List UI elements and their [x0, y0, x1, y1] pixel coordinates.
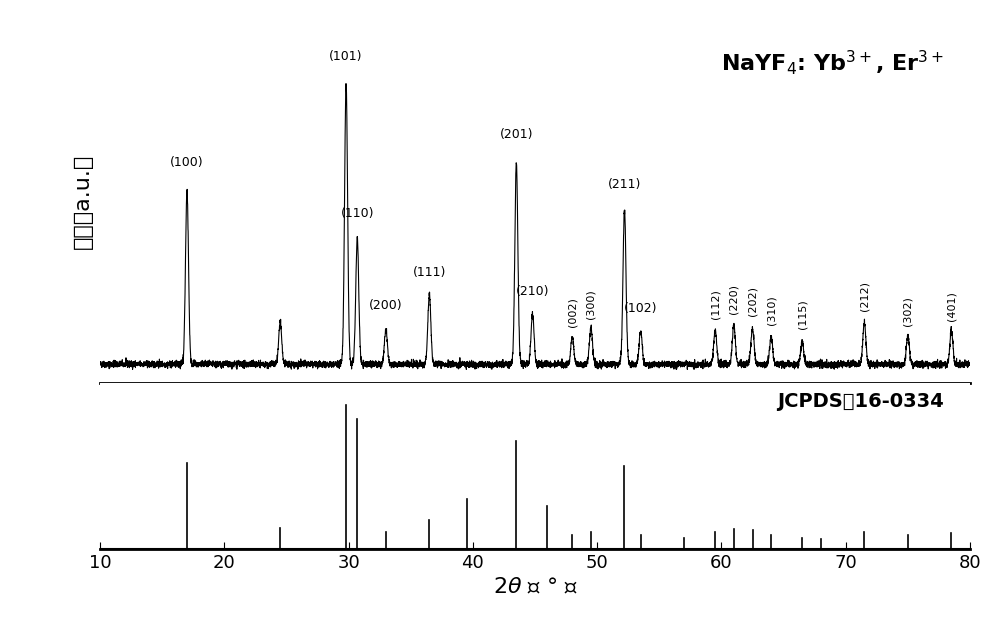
Text: (302): (302)	[903, 296, 913, 326]
Text: (202): (202)	[748, 286, 758, 316]
Text: (112): (112)	[710, 289, 720, 319]
Text: (201): (201)	[500, 128, 533, 141]
Text: (211): (211)	[608, 178, 641, 191]
Text: (111): (111)	[413, 266, 446, 279]
Text: (101): (101)	[329, 50, 363, 63]
Text: JCPDS：16-0334: JCPDS：16-0334	[777, 392, 944, 411]
X-axis label: 2$\theta$ （ ° ）: 2$\theta$ （ ° ）	[493, 578, 577, 598]
Text: (002): (002)	[567, 297, 577, 327]
Text: (210): (210)	[516, 285, 549, 298]
Text: (110): (110)	[341, 207, 374, 220]
Text: (200): (200)	[369, 299, 403, 312]
Text: (102): (102)	[624, 302, 657, 314]
Text: (212): (212)	[859, 281, 869, 311]
Text: (300): (300)	[586, 289, 596, 319]
Text: NaYF$_4$: Yb$^{3+}$, Er$^{3+}$: NaYF$_4$: Yb$^{3+}$, Er$^{3+}$	[721, 48, 944, 77]
Text: (100): (100)	[170, 156, 204, 169]
Y-axis label: 强度（a.u.）: 强度（a.u.）	[73, 154, 93, 249]
Text: (401): (401)	[946, 291, 956, 321]
Text: (310): (310)	[766, 295, 776, 324]
Text: (115): (115)	[797, 300, 807, 329]
Text: (220): (220)	[729, 284, 739, 314]
